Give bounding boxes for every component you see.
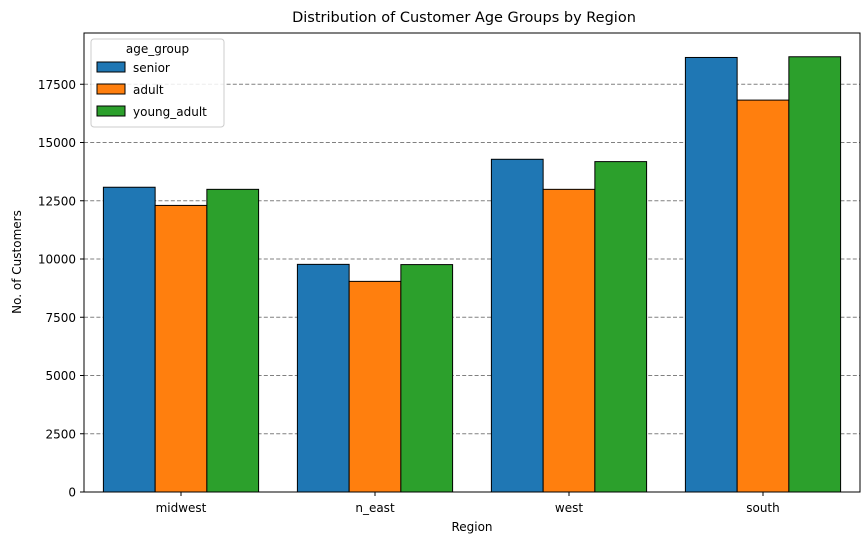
y-tick-label: 15000: [38, 136, 76, 150]
legend-label-young_adult: young_adult: [133, 105, 207, 119]
legend-label-senior: senior: [133, 61, 170, 75]
y-tick-label: 7500: [45, 311, 76, 325]
bar-young_adult-south: [788, 56, 842, 493]
x-tick-label: n_east: [355, 501, 395, 515]
bar-young_adult-midwest: [206, 188, 260, 493]
bar-young_adult-n_east: [400, 264, 454, 493]
x-axis-label: Region: [451, 520, 492, 534]
x-tick-label: west: [555, 501, 583, 515]
x-tick-label: midwest: [156, 501, 207, 515]
bar-adult-midwest: [154, 204, 208, 493]
bar-senior-west: [490, 158, 544, 493]
y-tick-label: 0: [68, 486, 76, 500]
legend-title: age_group: [126, 42, 189, 56]
y-tick-label: 17500: [38, 78, 76, 92]
axes-frame: [83, 32, 861, 493]
legend-swatch-senior: [96, 61, 126, 73]
bar-adult-west: [542, 188, 596, 493]
y-tick-label: 12500: [38, 194, 76, 208]
bar-senior-n_east: [296, 263, 350, 493]
x-tick-label: south: [746, 501, 780, 515]
bar-senior-south: [684, 56, 738, 493]
bar-senior-midwest: [102, 186, 156, 493]
y-tick-label: 10000: [38, 253, 76, 267]
y-tick-label: 5000: [45, 369, 76, 383]
legend-label-adult: adult: [133, 83, 164, 97]
legend-box: [90, 38, 225, 128]
bar-young_adult-west: [594, 161, 648, 493]
y-tick-label: 2500: [45, 427, 76, 441]
legend-swatch-adult: [96, 83, 126, 95]
y-axis-label: No. of Customers: [10, 210, 24, 314]
legend-swatch-young_adult: [96, 105, 126, 117]
bar-adult-south: [736, 99, 790, 493]
chart-title: Distribution of Customer Age Groups by R…: [292, 10, 636, 26]
bar-adult-n_east: [348, 280, 402, 493]
plot-area: midwest n_east west south 0 2500 5000 7500 10000…: [38, 32, 861, 515]
